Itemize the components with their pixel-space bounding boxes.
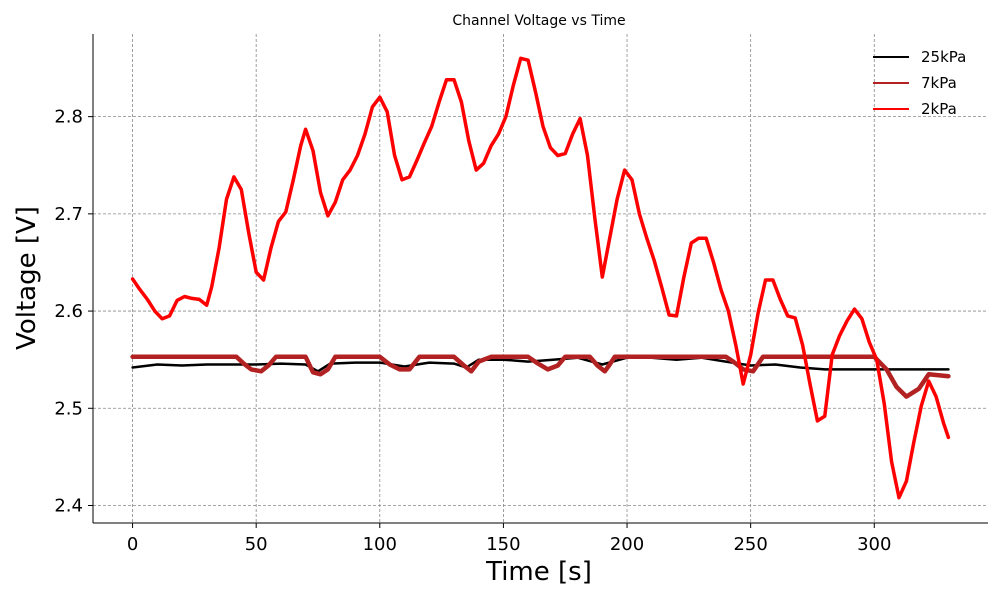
legend: 25kPa 7kPa 2kPa xyxy=(873,48,966,118)
y-axis-title: Voltage [V] xyxy=(12,206,42,350)
x-tick-label: 200 xyxy=(610,534,644,555)
y-tick-label: 2.8 xyxy=(54,107,83,128)
series-line-7kPa xyxy=(130,354,951,399)
series-line-2kPa xyxy=(130,56,951,500)
x-tick-label: 100 xyxy=(363,534,397,555)
x-tick-label: 250 xyxy=(733,534,767,555)
y-tick-label: 2.7 xyxy=(54,204,83,225)
series-lines xyxy=(130,56,951,500)
x-tick-label: 50 xyxy=(245,534,268,555)
grid xyxy=(93,34,988,523)
x-tick-label: 300 xyxy=(857,534,891,555)
x-axis-title: Time [s] xyxy=(485,557,592,587)
y-tick-label: 2.6 xyxy=(54,301,83,322)
chart-title: Channel Voltage vs Time xyxy=(452,13,625,29)
legend-label-7kPa: 7kPa xyxy=(921,74,957,92)
legend-label-25kPa: 25kPa xyxy=(921,48,966,66)
x-tick-label: 0 xyxy=(127,534,138,555)
axes: 0 50 100 150 200 250 300 2.4 2.5 2.6 2.7 2.8 xyxy=(54,34,988,555)
y-tick-label: 2.4 xyxy=(54,496,83,517)
legend-label-2kPa: 2kPa xyxy=(921,100,957,118)
y-tick-label: 2.5 xyxy=(54,398,83,419)
x-tick-label: 150 xyxy=(486,534,520,555)
series-line-25kPa xyxy=(131,356,950,373)
